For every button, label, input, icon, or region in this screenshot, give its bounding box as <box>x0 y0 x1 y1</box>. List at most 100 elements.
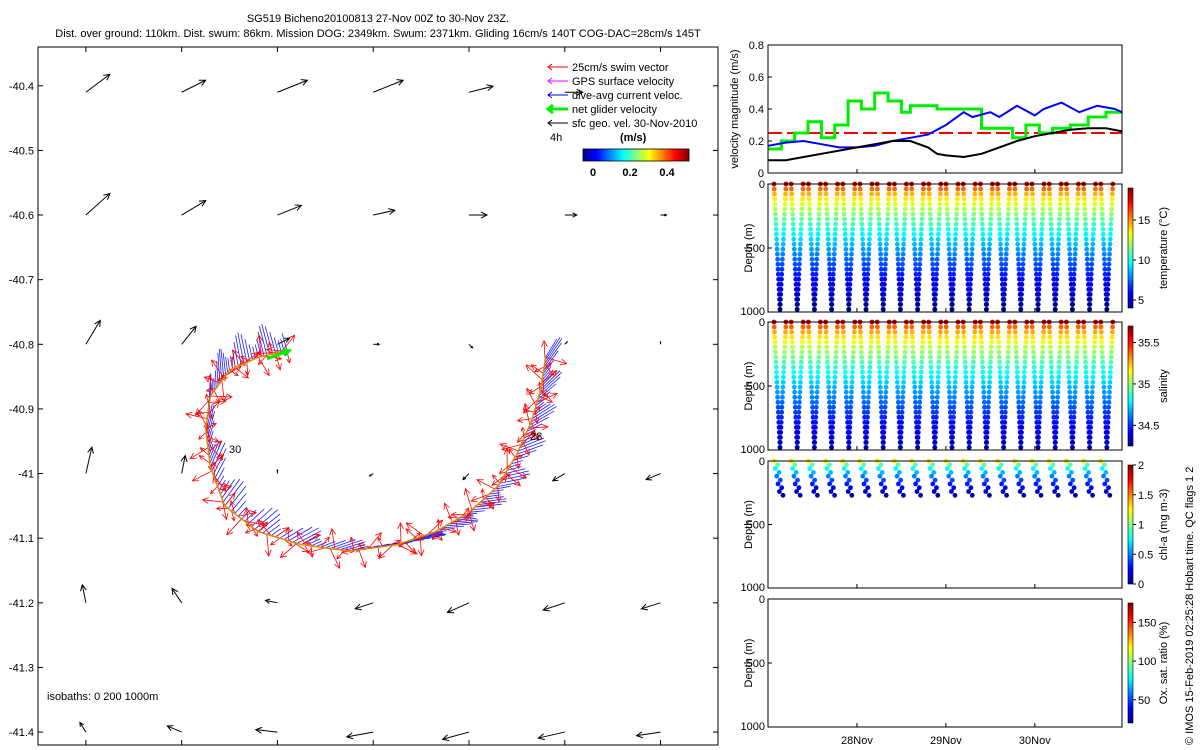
profile-point <box>847 430 852 435</box>
profile-point <box>903 324 909 330</box>
profile-point <box>988 349 994 355</box>
profile-point <box>970 369 976 375</box>
profile-point <box>1021 492 1027 498</box>
profile-point <box>954 349 959 355</box>
profile-point <box>1017 489 1023 494</box>
profile-point <box>995 196 1001 202</box>
profile-point <box>1065 201 1070 207</box>
profile-point <box>773 216 779 222</box>
profile-point <box>807 216 813 222</box>
profile-point <box>1100 364 1106 370</box>
swim-vector <box>512 454 523 461</box>
profile-point <box>1105 425 1111 430</box>
profile-point <box>910 201 915 207</box>
profile-point <box>810 266 815 272</box>
geo-vector-head <box>103 192 111 200</box>
profile-point <box>1032 369 1037 375</box>
swim-vector-head <box>229 500 235 507</box>
profile-point <box>847 420 853 425</box>
profile-point <box>858 334 864 340</box>
profile-point <box>859 349 864 355</box>
swim-vector-head <box>470 495 478 503</box>
swim-vector <box>226 518 242 536</box>
profile-point <box>795 477 800 483</box>
swim-vector <box>526 388 537 406</box>
profile-point <box>987 374 993 380</box>
profile-point <box>883 261 888 267</box>
profile-point <box>979 354 985 360</box>
profile-point <box>949 489 954 494</box>
profile-point <box>1089 266 1094 272</box>
profile-point <box>1022 216 1028 222</box>
geo-vector <box>81 584 87 603</box>
profile-point <box>1001 307 1006 312</box>
profile-point <box>930 266 936 272</box>
depth-colorbar <box>1127 325 1134 447</box>
dac-vector <box>208 439 213 452</box>
profile-point <box>1073 364 1079 370</box>
profile-point <box>1088 420 1094 425</box>
profile-point <box>858 466 864 471</box>
profile-point <box>913 481 918 487</box>
profile-point <box>965 409 970 415</box>
profile-point <box>824 339 829 345</box>
profile-point <box>984 292 990 297</box>
profile-point <box>1006 344 1011 350</box>
profile-point <box>1102 404 1108 410</box>
profile-point <box>841 466 847 471</box>
profile-point <box>868 211 873 217</box>
profile-point <box>984 430 990 435</box>
map-panel: -40.4-40.5-40.6-40.7-40.8-40.9-41-41.1-4… <box>9 46 719 746</box>
profile-point <box>1002 485 1008 491</box>
profile-point <box>930 394 935 400</box>
profile-point <box>1082 354 1088 360</box>
profile-point <box>902 359 907 365</box>
profile-point <box>1019 282 1025 287</box>
time-axis: 28Nov 29Nov 30Nov <box>841 169 1051 747</box>
profile-point <box>809 261 815 267</box>
profile-point <box>1075 324 1081 330</box>
profile-point <box>829 292 835 297</box>
profile-point <box>1072 261 1077 267</box>
profile-point <box>814 261 819 267</box>
profile-point <box>981 246 986 252</box>
profile-point <box>1088 414 1094 420</box>
profile-point <box>1020 256 1026 262</box>
colorbar-tick-04: 0.4 <box>659 167 675 179</box>
profile-point <box>1107 492 1113 498</box>
profile-point <box>808 379 814 385</box>
profile-point <box>1056 226 1062 232</box>
profile-point <box>885 211 891 217</box>
profile-point <box>995 329 1001 335</box>
profile-point <box>920 201 926 207</box>
profile-point <box>971 211 977 217</box>
profile-point <box>952 389 958 395</box>
profile-point <box>1071 276 1077 282</box>
profile-point <box>813 409 819 415</box>
profile-point <box>857 324 863 330</box>
profile-point <box>1035 302 1041 307</box>
profile-point <box>1015 473 1020 479</box>
swim-vector <box>544 363 554 376</box>
profile-point <box>1067 389 1073 395</box>
profile-point <box>1105 276 1111 282</box>
profile-point <box>782 211 787 217</box>
profile-point <box>881 297 887 302</box>
profile-point <box>867 359 873 365</box>
swim-vector-head <box>286 358 292 364</box>
swim-vector <box>405 522 425 536</box>
profile-point <box>1006 334 1012 340</box>
profile-point <box>794 445 800 450</box>
profile-point <box>860 374 865 380</box>
swim-vector <box>310 545 313 558</box>
profile-point <box>1021 251 1026 257</box>
swim-vector <box>257 519 272 536</box>
profile-point <box>951 271 957 277</box>
swim-vector-head <box>487 500 496 508</box>
profile-point <box>1082 201 1087 207</box>
geo-vector-head <box>486 84 495 91</box>
profile-point <box>824 344 830 350</box>
profile-point <box>1050 261 1056 267</box>
dac-vector <box>262 519 281 534</box>
profile-point <box>1039 226 1045 232</box>
